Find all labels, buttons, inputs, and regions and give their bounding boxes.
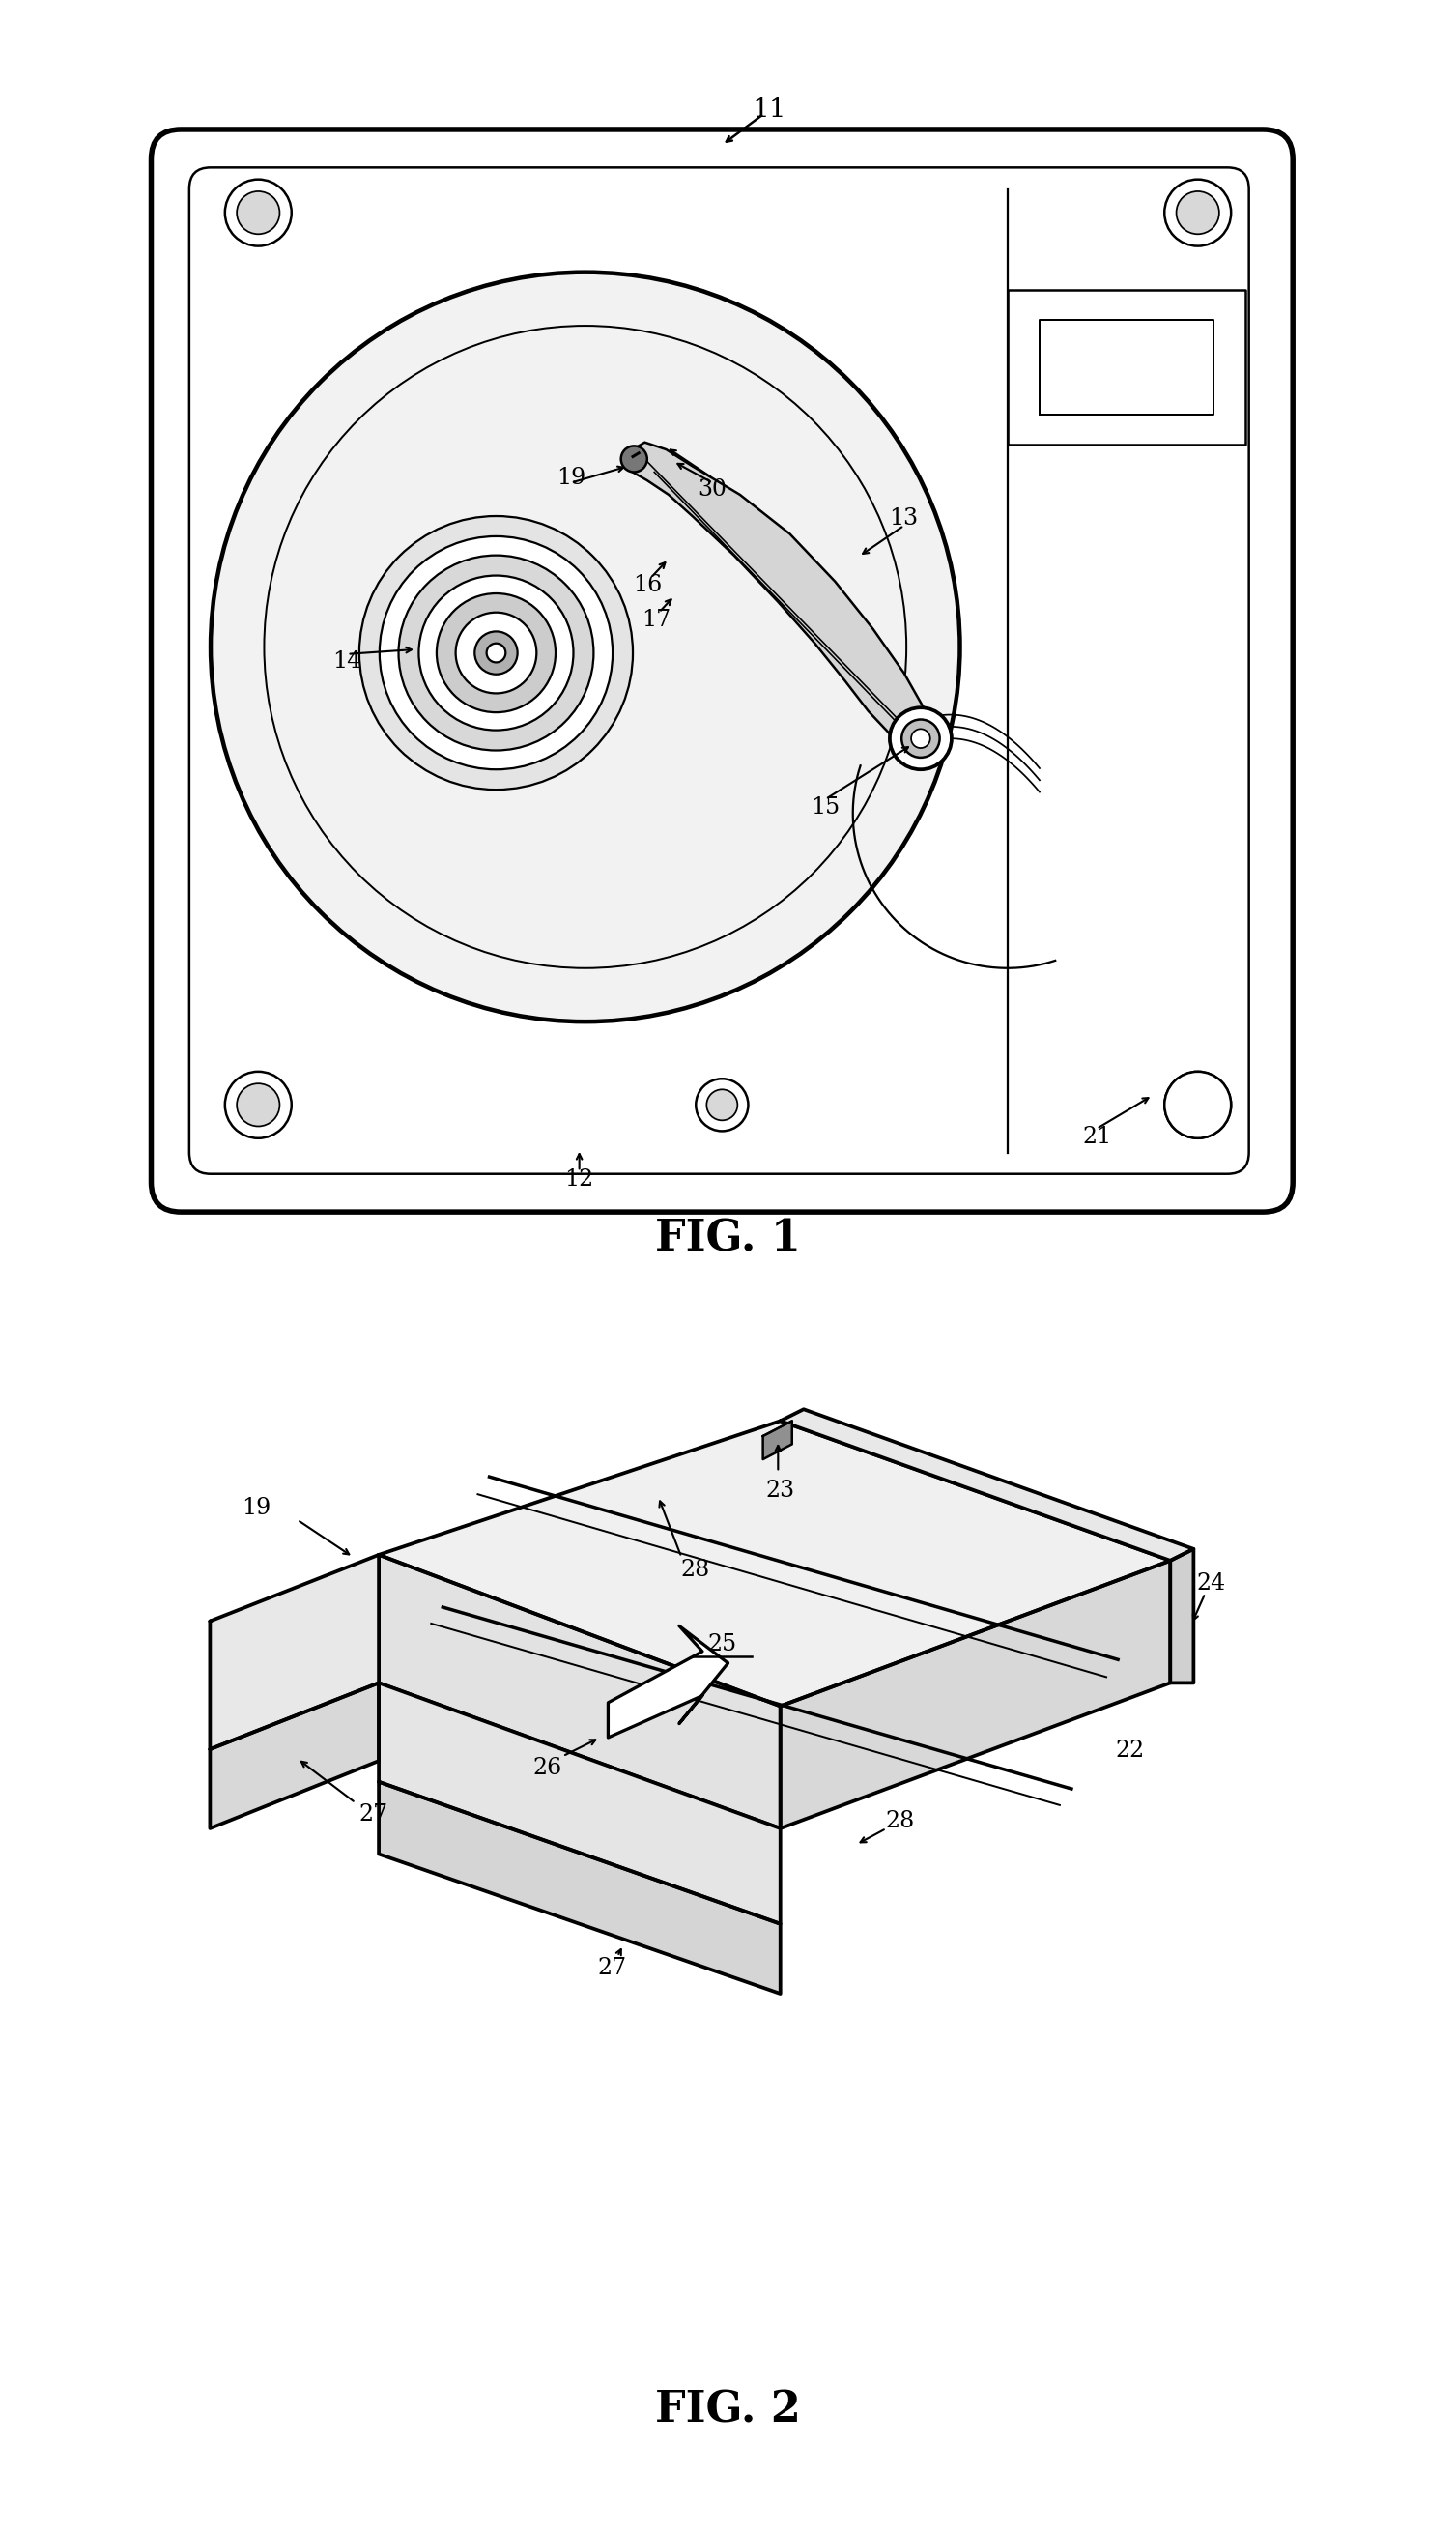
Circle shape <box>1165 1071 1232 1139</box>
Text: 28: 28 <box>681 1559 711 1582</box>
Text: FIG. 1: FIG. 1 <box>655 1217 801 1260</box>
Text: 23: 23 <box>766 1481 795 1501</box>
Circle shape <box>360 516 633 790</box>
Polygon shape <box>379 1782 780 1994</box>
Circle shape <box>696 1078 748 1131</box>
Polygon shape <box>630 443 930 749</box>
Circle shape <box>237 1083 280 1126</box>
Text: 13: 13 <box>890 506 919 529</box>
Circle shape <box>475 630 517 673</box>
FancyBboxPatch shape <box>189 167 1249 1174</box>
Circle shape <box>224 180 291 246</box>
Text: 27: 27 <box>597 1956 626 1979</box>
Polygon shape <box>763 1420 792 1460</box>
Polygon shape <box>609 1625 728 1739</box>
Text: 16: 16 <box>632 575 661 597</box>
Polygon shape <box>780 1562 1171 1827</box>
Circle shape <box>1165 180 1232 246</box>
Circle shape <box>211 273 960 1023</box>
Circle shape <box>1176 1083 1219 1126</box>
Text: 12: 12 <box>565 1169 594 1192</box>
Text: 15: 15 <box>811 797 840 818</box>
Circle shape <box>399 554 594 749</box>
Circle shape <box>620 445 646 473</box>
Text: FIG. 2: FIG. 2 <box>655 2389 801 2432</box>
Circle shape <box>911 729 930 749</box>
Polygon shape <box>780 1410 1194 1562</box>
Circle shape <box>901 719 939 757</box>
Text: 19: 19 <box>556 466 585 488</box>
Text: 25: 25 <box>708 1632 737 1655</box>
Circle shape <box>1165 1071 1232 1139</box>
Circle shape <box>706 1088 738 1121</box>
Circle shape <box>224 1071 291 1139</box>
Circle shape <box>380 537 613 769</box>
Circle shape <box>437 592 556 711</box>
Circle shape <box>890 709 952 769</box>
Text: 26: 26 <box>533 1757 562 1779</box>
Text: 17: 17 <box>642 607 671 630</box>
Text: 21: 21 <box>1082 1126 1111 1149</box>
Circle shape <box>456 613 536 693</box>
Text: 28: 28 <box>885 1810 914 1832</box>
Circle shape <box>237 192 280 235</box>
Text: 11: 11 <box>753 96 786 121</box>
Text: 22: 22 <box>1115 1739 1144 1762</box>
Polygon shape <box>379 1420 1171 1706</box>
Circle shape <box>1176 192 1219 235</box>
Text: 19: 19 <box>242 1498 271 1519</box>
Polygon shape <box>379 1554 780 1827</box>
Text: 24: 24 <box>1197 1572 1226 1595</box>
Polygon shape <box>1171 1549 1194 1683</box>
Text: 27: 27 <box>358 1802 387 1825</box>
Circle shape <box>486 643 505 663</box>
Text: 14: 14 <box>333 650 363 673</box>
Text: 30: 30 <box>697 478 727 501</box>
Circle shape <box>264 326 907 967</box>
Polygon shape <box>210 1683 379 1827</box>
FancyBboxPatch shape <box>151 129 1293 1212</box>
Circle shape <box>419 575 574 729</box>
Polygon shape <box>210 1554 379 1749</box>
Polygon shape <box>379 1683 780 1924</box>
